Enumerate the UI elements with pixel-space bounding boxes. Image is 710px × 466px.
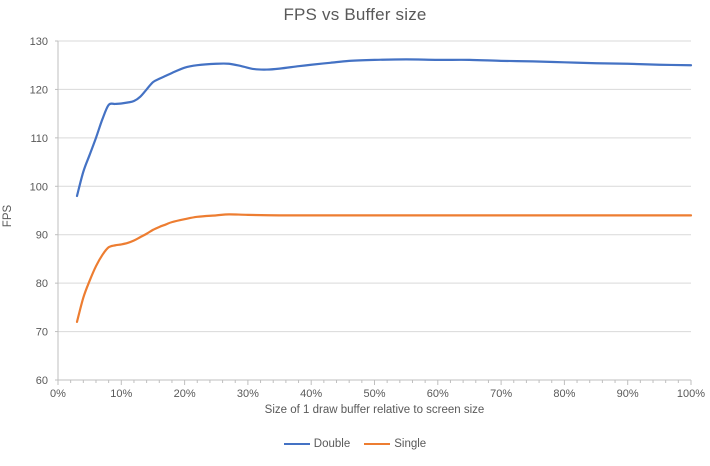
x-tick-label: 80% bbox=[553, 388, 575, 400]
legend: Double Single bbox=[0, 438, 710, 450]
legend-item-double: Double bbox=[283, 438, 351, 450]
y-axis-title: FPS bbox=[2, 204, 14, 228]
legend-label-single: Single bbox=[394, 438, 427, 450]
x-tick-label: 60% bbox=[427, 388, 449, 400]
y-tick-label: 80 bbox=[36, 278, 48, 290]
y-tick-label: 100 bbox=[30, 181, 48, 193]
x-tick-label: 100% bbox=[677, 388, 705, 400]
x-tick-label: 50% bbox=[363, 388, 385, 400]
x-tick-label: 30% bbox=[237, 388, 259, 400]
y-tick-label: 70 bbox=[36, 327, 48, 339]
y-tick-label: 90 bbox=[36, 230, 48, 242]
double-series-line-swatch bbox=[283, 442, 310, 446]
single-series-line-swatch bbox=[364, 442, 391, 446]
x-tick-label: 90% bbox=[617, 388, 639, 400]
y-tick-label: 110 bbox=[30, 133, 48, 145]
series-line-double bbox=[75, 58, 693, 198]
y-tick-label: 120 bbox=[30, 84, 48, 96]
series-line-single bbox=[75, 213, 693, 323]
y-tick-label: 130 bbox=[30, 36, 48, 48]
legend-item-single: Single bbox=[364, 438, 426, 450]
chart-title: FPS vs Buffer size bbox=[283, 5, 427, 24]
legend-label-double: Double bbox=[313, 438, 351, 450]
x-tick-label: 0% bbox=[50, 388, 66, 400]
y-tick-label: 60 bbox=[36, 375, 48, 387]
x-tick-label: 10% bbox=[110, 388, 132, 400]
x-axis-title: Size of 1 draw buffer relative to screen… bbox=[264, 404, 485, 416]
x-tick-label: 40% bbox=[300, 388, 322, 400]
x-tick-label: 20% bbox=[174, 388, 196, 400]
x-tick-label: 70% bbox=[490, 388, 512, 400]
